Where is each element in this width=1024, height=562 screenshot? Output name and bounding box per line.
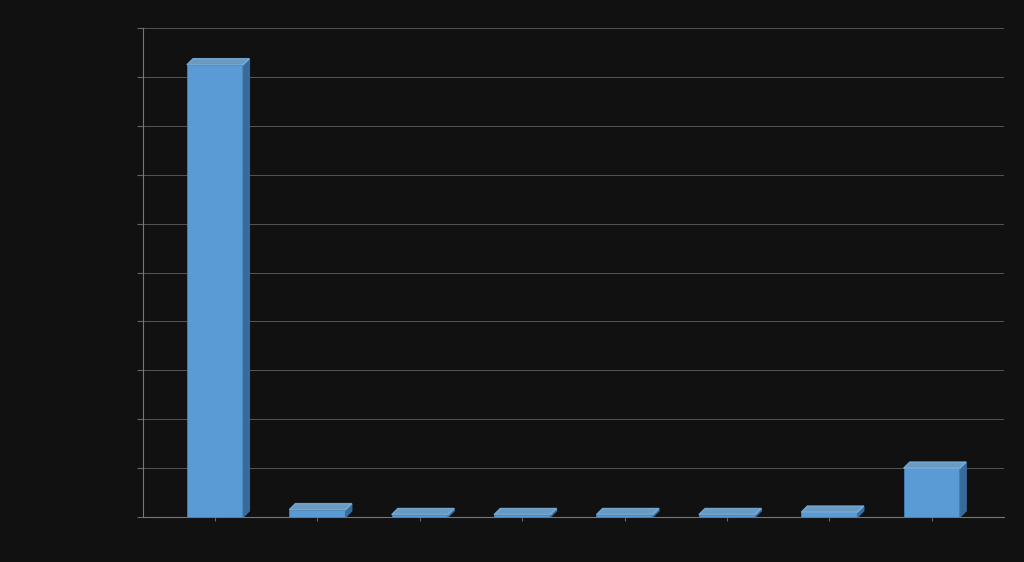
- Polygon shape: [857, 506, 863, 517]
- Bar: [903, 468, 959, 517]
- Polygon shape: [551, 509, 557, 517]
- Polygon shape: [596, 509, 659, 515]
- Bar: [391, 515, 449, 517]
- Polygon shape: [653, 509, 659, 517]
- Bar: [698, 515, 755, 517]
- Bar: [801, 512, 857, 517]
- Bar: [494, 515, 551, 517]
- Polygon shape: [290, 504, 352, 510]
- Polygon shape: [449, 509, 455, 517]
- Polygon shape: [755, 509, 761, 517]
- Bar: [187, 65, 244, 517]
- Polygon shape: [391, 509, 455, 515]
- Polygon shape: [187, 58, 250, 65]
- Polygon shape: [698, 509, 761, 515]
- Polygon shape: [961, 462, 966, 517]
- Polygon shape: [244, 58, 250, 517]
- Bar: [596, 515, 653, 517]
- Polygon shape: [801, 506, 863, 512]
- Bar: [290, 510, 346, 517]
- Polygon shape: [903, 462, 966, 468]
- Polygon shape: [346, 504, 352, 517]
- Polygon shape: [494, 509, 557, 515]
